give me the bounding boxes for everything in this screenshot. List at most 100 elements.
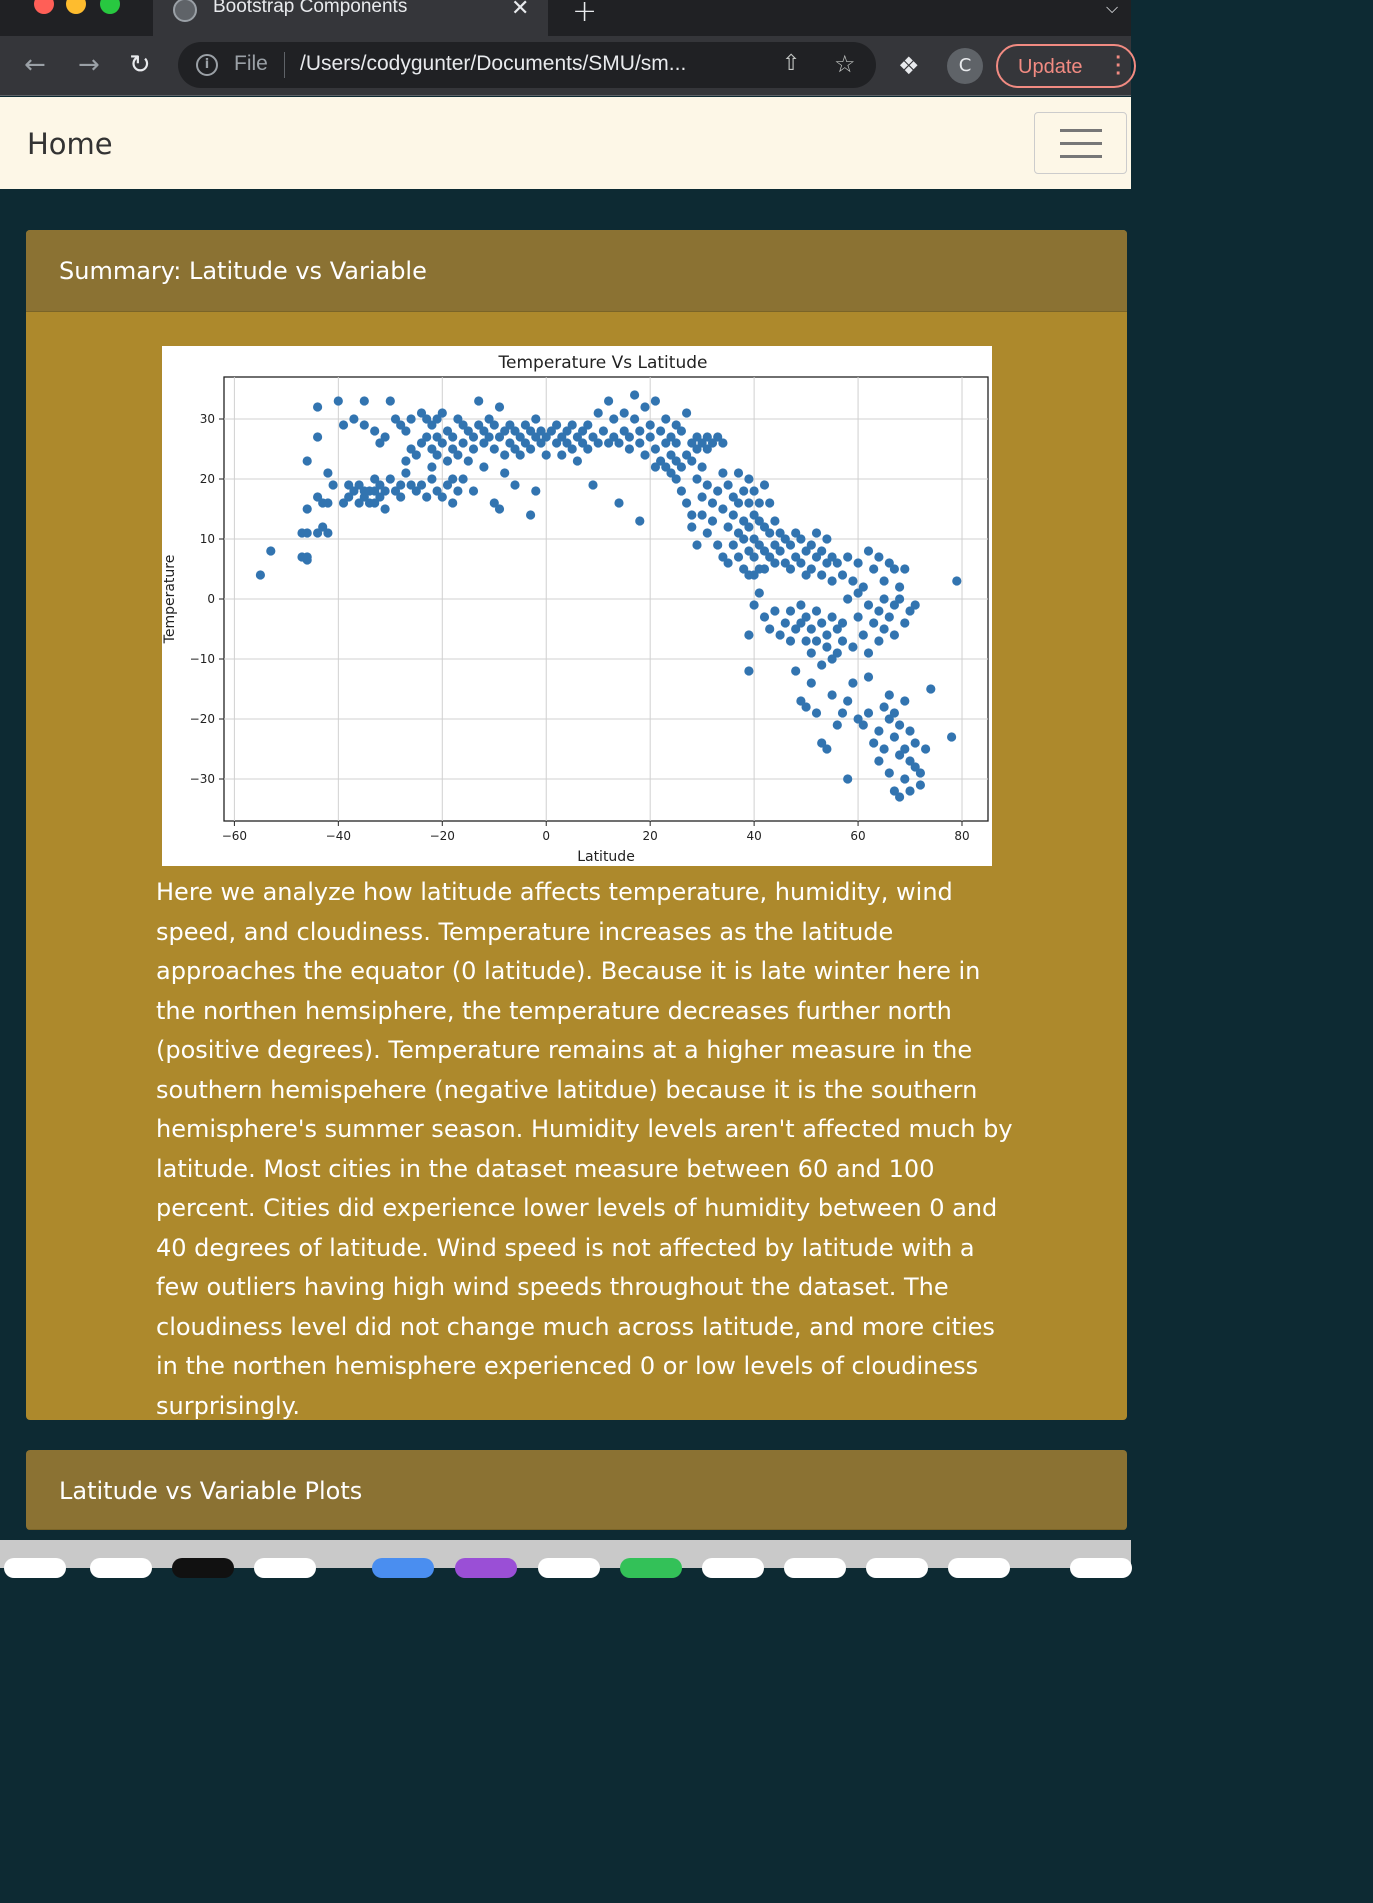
profile-avatar[interactable]: C	[947, 48, 983, 84]
data-point	[801, 612, 811, 622]
data-point	[791, 624, 801, 634]
data-point	[832, 648, 842, 658]
scatter-plot: Temperature Vs Latitude −60 −40 −20 0 20 40 60…	[162, 346, 992, 866]
y-tick-label: 30	[200, 412, 215, 426]
data-point	[874, 636, 884, 646]
data-point	[557, 432, 567, 442]
dock-app-icon[interactable]	[620, 1558, 682, 1578]
data-point	[354, 480, 364, 490]
kebab-menu-icon[interactable]: · · ·	[1115, 47, 1122, 85]
chevron-down-icon[interactable]: ⌵	[1106, 0, 1119, 17]
dock-app-icon[interactable]	[948, 1558, 1010, 1578]
dock-app-icon[interactable]	[90, 1558, 152, 1578]
data-point	[526, 444, 536, 454]
dock-app-icon[interactable]	[254, 1558, 316, 1578]
address-bar[interactable]: i File /Users/codygunter/Documents/SMU/s…	[178, 42, 876, 88]
dock-app-icon[interactable]	[372, 1558, 434, 1578]
data-point	[484, 432, 494, 442]
data-point	[375, 492, 385, 502]
data-point	[900, 618, 910, 628]
hamburger-icon	[1060, 142, 1102, 145]
tab-title: Bootstrap Components	[213, 0, 408, 17]
data-point	[905, 786, 915, 796]
data-point	[754, 498, 764, 508]
data-point	[614, 498, 624, 508]
data-point	[754, 516, 764, 526]
data-point	[806, 648, 816, 658]
data-point	[453, 450, 463, 460]
data-point	[702, 432, 712, 442]
data-point	[744, 522, 754, 532]
data-point	[604, 396, 614, 406]
data-point	[515, 432, 525, 442]
back-arrow-icon[interactable]: ←	[24, 50, 46, 80]
data-point	[853, 588, 863, 598]
data-point	[598, 426, 608, 436]
maximize-window-icon[interactable]	[100, 0, 120, 14]
data-point	[489, 444, 499, 454]
data-point	[879, 576, 889, 586]
data-point	[889, 630, 900, 640]
data-point	[552, 420, 562, 430]
data-point	[432, 432, 442, 442]
info-icon[interactable]: i	[196, 54, 218, 76]
dock-app-icon[interactable]	[866, 1558, 928, 1578]
share-icon[interactable]: ⇧	[782, 51, 801, 76]
data-point	[687, 522, 697, 532]
data-point	[448, 444, 458, 454]
close-window-icon[interactable]	[34, 0, 54, 14]
data-point	[822, 534, 832, 544]
dock-app-icon[interactable]	[784, 1558, 846, 1578]
dock-app-icon[interactable]	[4, 1558, 66, 1578]
data-point	[759, 612, 770, 622]
data-point	[900, 696, 910, 706]
data-point	[656, 456, 666, 466]
data-point	[370, 486, 380, 496]
dock-app-icon[interactable]	[455, 1558, 517, 1578]
close-tab-icon[interactable]: ✕	[511, 0, 530, 21]
data-point	[494, 402, 505, 412]
browser-tab[interactable]: Bootstrap Components ✕	[153, 0, 548, 36]
data-point	[832, 720, 842, 730]
bookmark-star-icon[interactable]: ☆	[834, 50, 856, 78]
dock-app-icon[interactable]	[172, 1558, 234, 1578]
y-tick-label: −30	[190, 772, 215, 786]
reload-icon[interactable]: ↻	[129, 50, 151, 80]
data-point	[692, 540, 702, 550]
url-text[interactable]: /Users/codygunter/Documents/SMU/sm...	[300, 52, 687, 75]
update-button[interactable]: Update · · ·	[996, 44, 1136, 88]
navbar-brand[interactable]: Home	[27, 127, 113, 161]
data-point	[500, 450, 510, 460]
data-point	[702, 528, 712, 538]
navbar-toggler-button[interactable]	[1034, 112, 1127, 174]
data-point	[687, 456, 697, 466]
data-point	[448, 474, 458, 484]
data-point	[801, 546, 811, 556]
dock-app-icon[interactable]	[1070, 1558, 1132, 1578]
forward-arrow-icon[interactable]: →	[78, 50, 100, 80]
data-point	[359, 396, 369, 406]
new-tab-button[interactable]: +	[572, 0, 598, 29]
data-point	[437, 408, 447, 418]
data-point	[884, 714, 894, 724]
data-point	[380, 504, 390, 514]
data-point	[588, 432, 598, 442]
browser-tab-bar: Bootstrap Components ✕ + ⌵	[0, 0, 1131, 36]
data-point	[900, 564, 910, 574]
data-point	[775, 546, 785, 556]
data-point	[349, 414, 359, 424]
data-point	[796, 618, 806, 628]
data-point	[702, 480, 712, 490]
extensions-puzzle-icon[interactable]: ❖	[898, 52, 920, 80]
minimize-window-icon[interactable]	[66, 0, 86, 14]
data-point	[406, 414, 416, 424]
data-point	[791, 666, 801, 676]
x-tick-label: 60	[850, 829, 865, 843]
data-point	[785, 636, 796, 646]
data-point	[697, 510, 707, 520]
data-point	[354, 498, 364, 508]
data-point	[401, 456, 411, 466]
dock-app-icon[interactable]	[702, 1558, 764, 1578]
data-point	[349, 486, 359, 496]
dock-app-icon[interactable]	[538, 1558, 600, 1578]
